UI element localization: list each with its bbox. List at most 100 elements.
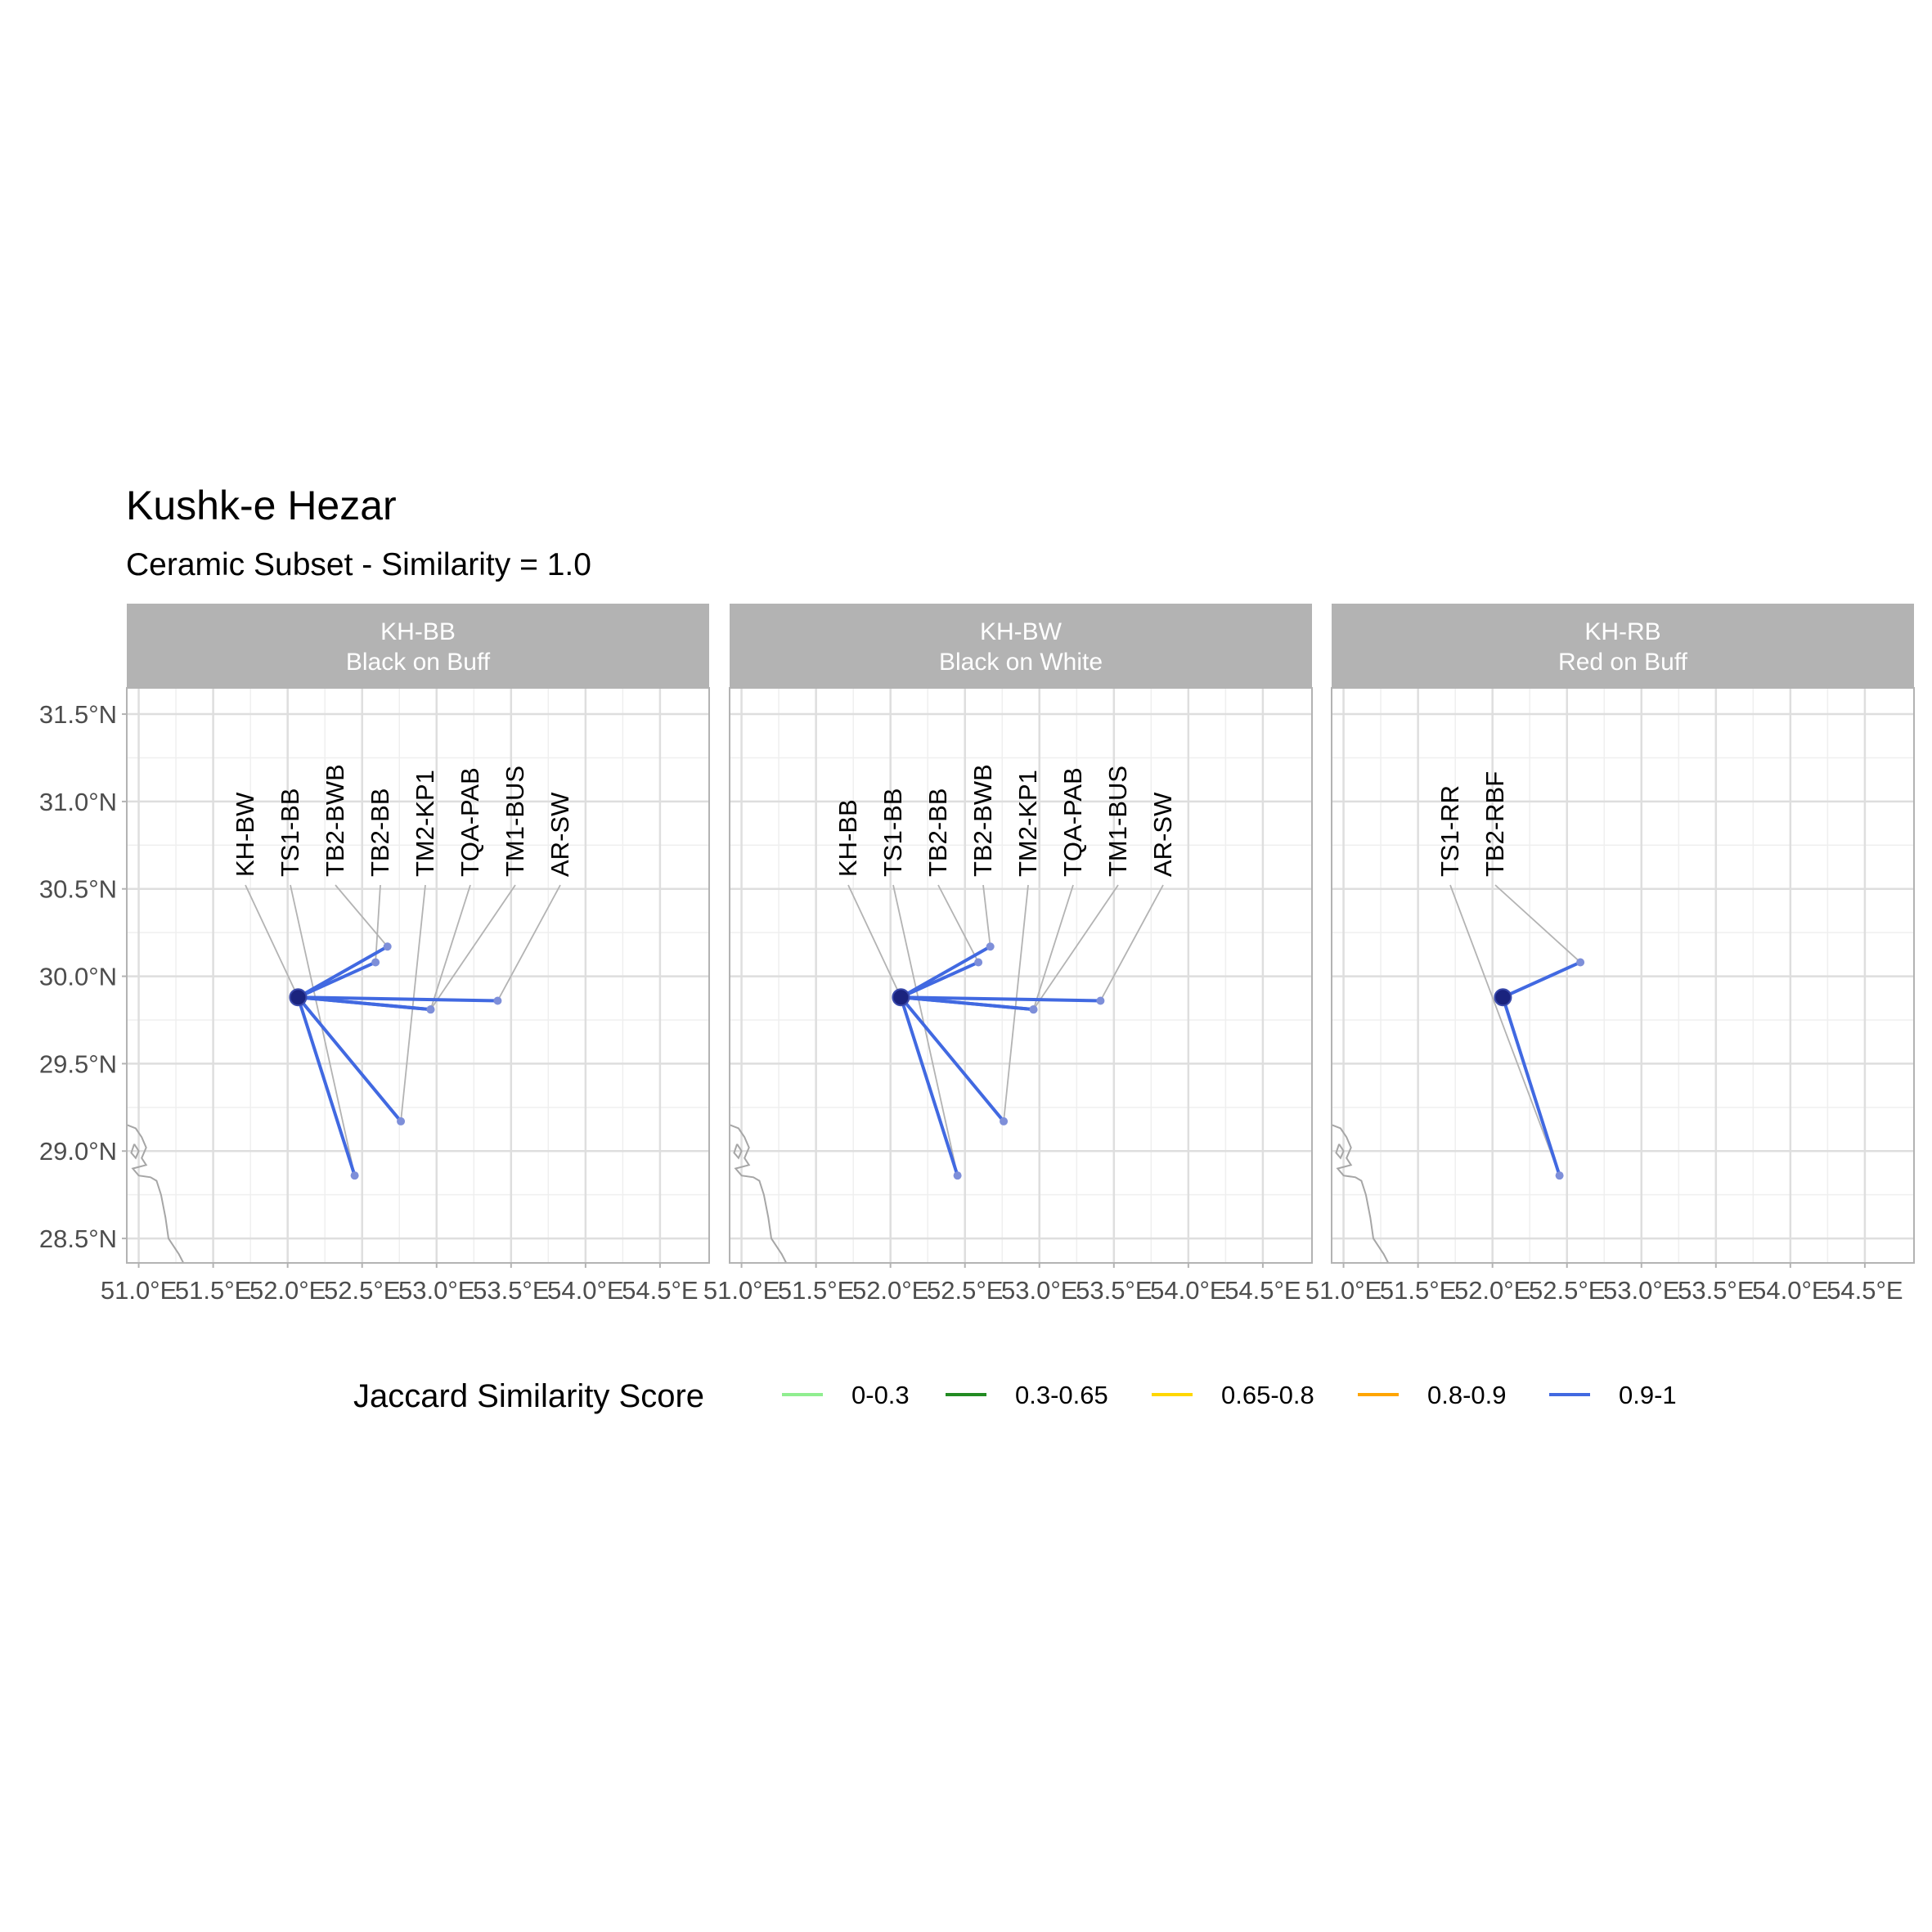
facet-strip <box>730 604 1312 688</box>
legend-entries: 0-0.3 0.3-0.65 0.65-0.8 0.8-0.9 0.9-1 <box>782 1381 1677 1409</box>
x-tick-label: 54.0°E <box>1150 1276 1226 1305</box>
panel-border <box>729 687 1313 1264</box>
facet-panel: KH-BB Black on Buff KH-BW TS1-BB TB2-BWB TB2-… <box>39 604 710 1305</box>
chart-title: Kushk-e Hezar <box>126 483 397 528</box>
plot-area <box>1332 688 1914 1263</box>
coastline-islet <box>1335 1143 1345 1160</box>
x-tick-label: 52.5°E <box>324 1276 400 1305</box>
site-label: TS1-BB <box>878 788 907 877</box>
site-point <box>1000 1117 1009 1126</box>
similarity-link <box>899 945 992 1000</box>
coastline <box>1332 1124 1390 1263</box>
facet-panel: KH-BW Black on White KH-BB TS1-BB TB2-BB TB2-… <box>703 604 1313 1305</box>
coastline-islet <box>733 1143 743 1160</box>
label-leader-line <box>400 884 426 1122</box>
plot-area <box>127 688 709 1263</box>
x-tick-label: 53.0°E <box>1603 1276 1679 1305</box>
site-point <box>383 942 392 951</box>
facet-strip <box>127 604 709 688</box>
x-tick-label: 53.0°E <box>398 1276 474 1305</box>
site-point <box>426 1005 435 1014</box>
label-leader-line <box>937 884 979 963</box>
site-label: AR-SW <box>1148 792 1177 877</box>
facet-strip-code: KH-RB <box>1584 618 1660 645</box>
facet-panels: KH-BB Black on Buff KH-BW TS1-BB TB2-BWB TB2-… <box>39 604 1915 1305</box>
x-tick-label: 53.0°E <box>1001 1276 1077 1305</box>
site-label: KH-BB <box>833 799 862 877</box>
label-leader-line <box>496 884 561 1001</box>
similarity-link <box>899 995 1103 1003</box>
site-label: TM1-BUS <box>1103 766 1132 877</box>
x-tick-label: 54.5°E <box>1224 1276 1301 1305</box>
site-point <box>350 1171 359 1180</box>
facet-strip-name: Black on White <box>939 649 1103 676</box>
x-tick-label: 54.0°E <box>547 1276 623 1305</box>
site-label: TS1-RR <box>1436 785 1464 877</box>
label-leader-line <box>429 884 471 1010</box>
facet-strip-name: Red on Buff <box>1558 649 1688 676</box>
y-tick-label: 29.5°N <box>39 1049 117 1078</box>
x-tick-label: 52.5°E <box>1529 1276 1605 1305</box>
label-leader-line <box>1032 884 1074 1010</box>
y-tick-label: 30.0°N <box>39 963 117 991</box>
x-tick-label: 52.0°E <box>1454 1276 1530 1305</box>
legend-label: 0.65-0.8 <box>1221 1381 1314 1409</box>
label-leader-line <box>982 884 991 947</box>
site-label: TB2-BB <box>366 788 394 877</box>
site-label: KH-BW <box>231 792 259 877</box>
x-tick-label: 53.5°E <box>1076 1276 1152 1305</box>
site-label: TQA-PAB <box>456 767 484 877</box>
site-label: TS1-BB <box>276 788 304 877</box>
similarity-link <box>296 960 378 1000</box>
similarity-link <box>296 995 357 1178</box>
coastline <box>127 1124 185 1263</box>
label-leader-line <box>375 884 381 963</box>
x-tick-label: 51.5°E <box>175 1276 251 1305</box>
site-point <box>1029 1005 1038 1014</box>
x-tick-label: 51.0°E <box>1305 1276 1382 1305</box>
label-leader-line <box>335 884 389 947</box>
facet-strip-name: Black on Buff <box>346 649 491 676</box>
facet-strip-code: KH-BB <box>380 618 456 645</box>
legend-label: 0.9-1 <box>1619 1381 1677 1409</box>
site-label: TB2-BB <box>923 788 952 877</box>
site-label: TM1-BUS <box>501 766 529 877</box>
coastline <box>730 1124 788 1263</box>
label-leader-line <box>1099 884 1164 1001</box>
site-point <box>974 958 983 967</box>
label-leader-line <box>1032 884 1119 1010</box>
x-tick-label: 51.5°E <box>778 1276 854 1305</box>
site-label: TB2-BWB <box>321 764 349 877</box>
site-label: TQA-PAB <box>1058 767 1087 877</box>
facet-strip-code: KH-BW <box>980 618 1063 645</box>
legend: Jaccard Similarity Score 0-0.3 0.3-0.65 0.… <box>353 1378 1677 1414</box>
facet-panel: KH-RB Red on Buff TS1-RR TB2-RBF 51.0°E51.5°… <box>1305 604 1915 1305</box>
label-leader-line <box>1449 884 1561 1176</box>
site-point <box>493 996 502 1005</box>
legend-label: 0.3-0.65 <box>1015 1381 1108 1409</box>
similarity-link <box>1501 995 1561 1178</box>
x-tick-label: 52.5°E <box>927 1276 1003 1305</box>
site-point <box>1096 996 1105 1005</box>
similarity-link <box>899 995 1006 1123</box>
site-point <box>953 1171 962 1180</box>
y-tick-label: 30.5°N <box>39 875 117 904</box>
coastline-islet <box>130 1143 140 1160</box>
panel-border <box>1331 687 1915 1264</box>
panel-border <box>126 687 710 1264</box>
legend-title: Jaccard Similarity Score <box>353 1378 704 1414</box>
y-tick-label: 31.5°N <box>39 700 117 729</box>
x-tick-label: 51.5°E <box>1380 1276 1456 1305</box>
similarity-link <box>296 995 433 1012</box>
origin-site-point <box>1494 988 1512 1007</box>
x-tick-label: 53.5°E <box>1678 1276 1754 1305</box>
label-leader-line <box>429 884 516 1010</box>
x-tick-label: 51.0°E <box>703 1276 780 1305</box>
x-tick-label: 52.0°E <box>852 1276 928 1305</box>
label-leader-line <box>1494 884 1581 964</box>
legend-label: 0.8-0.9 <box>1427 1381 1507 1409</box>
site-label: TM2-KP1 <box>1013 770 1042 877</box>
label-leader-line <box>290 884 356 1176</box>
x-tick-label: 54.5°E <box>622 1276 698 1305</box>
